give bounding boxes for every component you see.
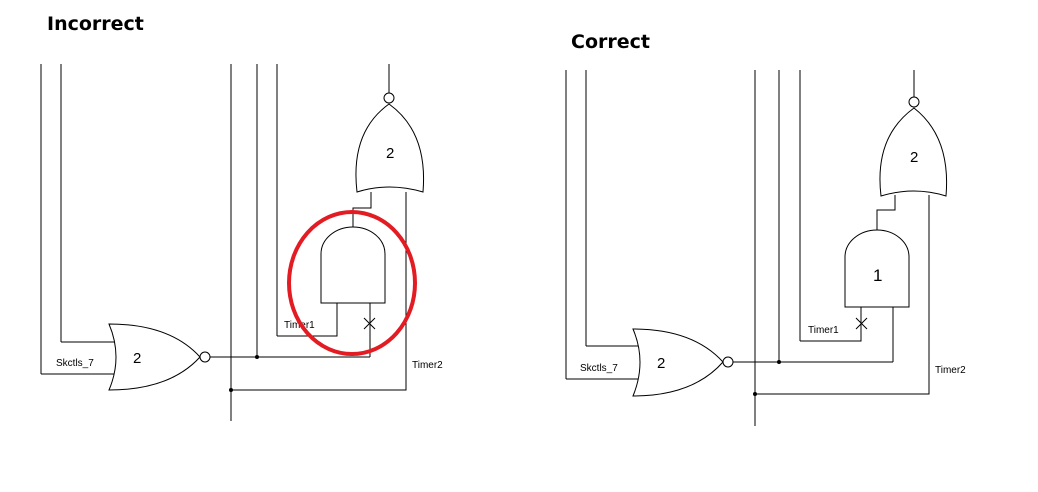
unconnected-x-mark (855, 317, 868, 330)
junction-dot (777, 360, 781, 364)
nor-bubble (199, 351, 211, 363)
correct-title: Correct (571, 31, 650, 53)
and-to-or-wire (876, 195, 896, 231)
junction-dot (753, 392, 757, 396)
error-highlight-ellipse (287, 210, 417, 356)
or-gate-label: 2 (910, 149, 918, 166)
incorrect-diagram: 2 2 Skctls_7 Timer1 Timer2 (40, 64, 443, 421)
nor-gate-label: 2 (657, 355, 665, 372)
nor-gate-label: 2 (133, 350, 141, 367)
or-gate-label: 2 (386, 145, 394, 162)
junction-dot (255, 355, 259, 359)
or-gate (879, 107, 948, 197)
and-gate (844, 229, 910, 308)
and-gate-label: 1 (873, 266, 882, 285)
nor-bubble (722, 356, 734, 368)
correct-diagram: 2 2 1 Skctls_7 Timer1 Timer2 (565, 70, 966, 426)
or-bubble (908, 96, 920, 108)
timer2-wire (231, 192, 407, 391)
junction-dot (229, 388, 233, 392)
timer1-wire (800, 307, 862, 342)
and-gate (320, 226, 386, 304)
and-to-or-wire (352, 192, 372, 227)
timer2-label: Timer2 (412, 360, 443, 371)
nor-gate (632, 328, 724, 397)
timer2-label: Timer2 (935, 365, 966, 376)
unconnected-x-mark (363, 317, 376, 330)
skctls-label: Skctls_7 (580, 363, 618, 374)
nor-gate (108, 323, 201, 391)
timer1-wire (277, 303, 338, 337)
incorrect-title: Incorrect (47, 13, 144, 35)
skctls-label: Skctls_7 (56, 358, 94, 369)
timer2-wire (755, 195, 930, 395)
timer1-label: Timer1 (808, 325, 839, 336)
or-bubble (383, 92, 395, 104)
or-gate (355, 103, 425, 193)
